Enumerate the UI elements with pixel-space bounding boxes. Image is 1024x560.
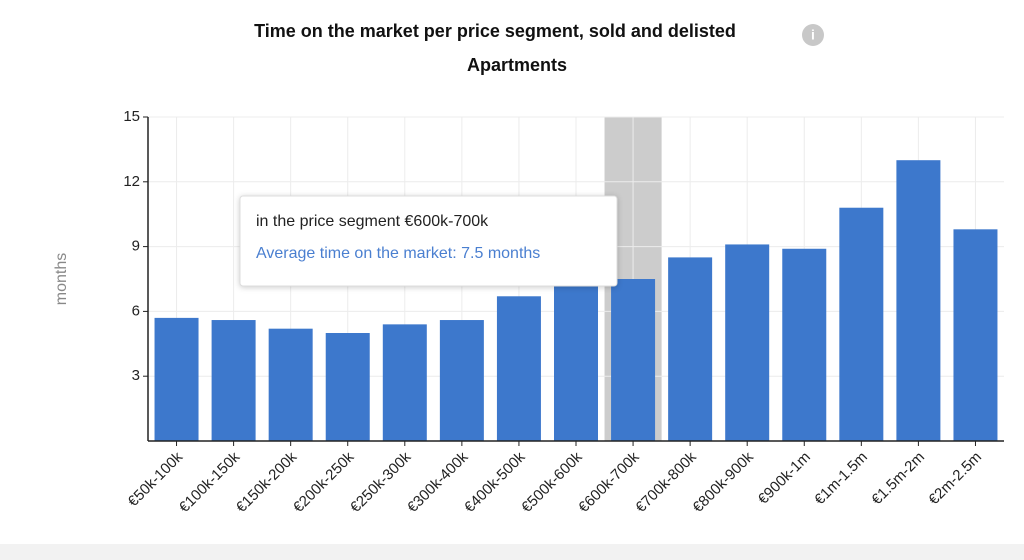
bar[interactable] (668, 257, 713, 441)
info-icon[interactable]: i (802, 24, 824, 46)
bar[interactable] (953, 229, 998, 441)
y-tick-label: 15 (123, 108, 140, 125)
y-tick-label: 6 (132, 302, 140, 319)
x-tick-label: €800k-900k (689, 448, 757, 516)
svg-text:i: i (811, 27, 815, 43)
bar[interactable] (611, 279, 656, 441)
bar[interactable] (382, 324, 427, 441)
y-axis-label: months (53, 253, 70, 305)
bar[interactable] (154, 317, 199, 441)
x-tick-label: €1.5m-2m (868, 449, 928, 509)
bar[interactable] (439, 320, 484, 441)
y-tick-label: 3 (132, 367, 140, 384)
x-tick-label: €2m-2.5m (925, 449, 985, 509)
bar[interactable] (782, 248, 827, 441)
chart-title: Time on the market per price segment, so… (254, 21, 736, 41)
y-tick-label: 12 (123, 173, 140, 190)
bar[interactable] (496, 296, 541, 441)
bar[interactable] (268, 328, 313, 441)
tooltip-value: Average time on the market: 7.5 months (256, 245, 540, 262)
x-tick-label: €900k-1m (755, 449, 814, 508)
x-tick-label: €50k-100k (125, 448, 187, 510)
bar[interactable] (839, 207, 884, 441)
tooltip: in the price segment €600k-700k Average … (239, 195, 618, 287)
tooltip-title: in the price segment €600k-700k (256, 213, 489, 230)
bar[interactable] (896, 160, 941, 441)
bar[interactable] (325, 333, 370, 441)
bar[interactable] (211, 320, 256, 441)
chart-subtitle: Apartments (467, 55, 567, 75)
bottom-bar (0, 544, 1024, 560)
x-tick-label: €1m-1.5m (811, 449, 871, 509)
bar[interactable] (725, 244, 770, 441)
bar[interactable] (554, 283, 598, 441)
y-tick-label: 9 (132, 238, 140, 255)
